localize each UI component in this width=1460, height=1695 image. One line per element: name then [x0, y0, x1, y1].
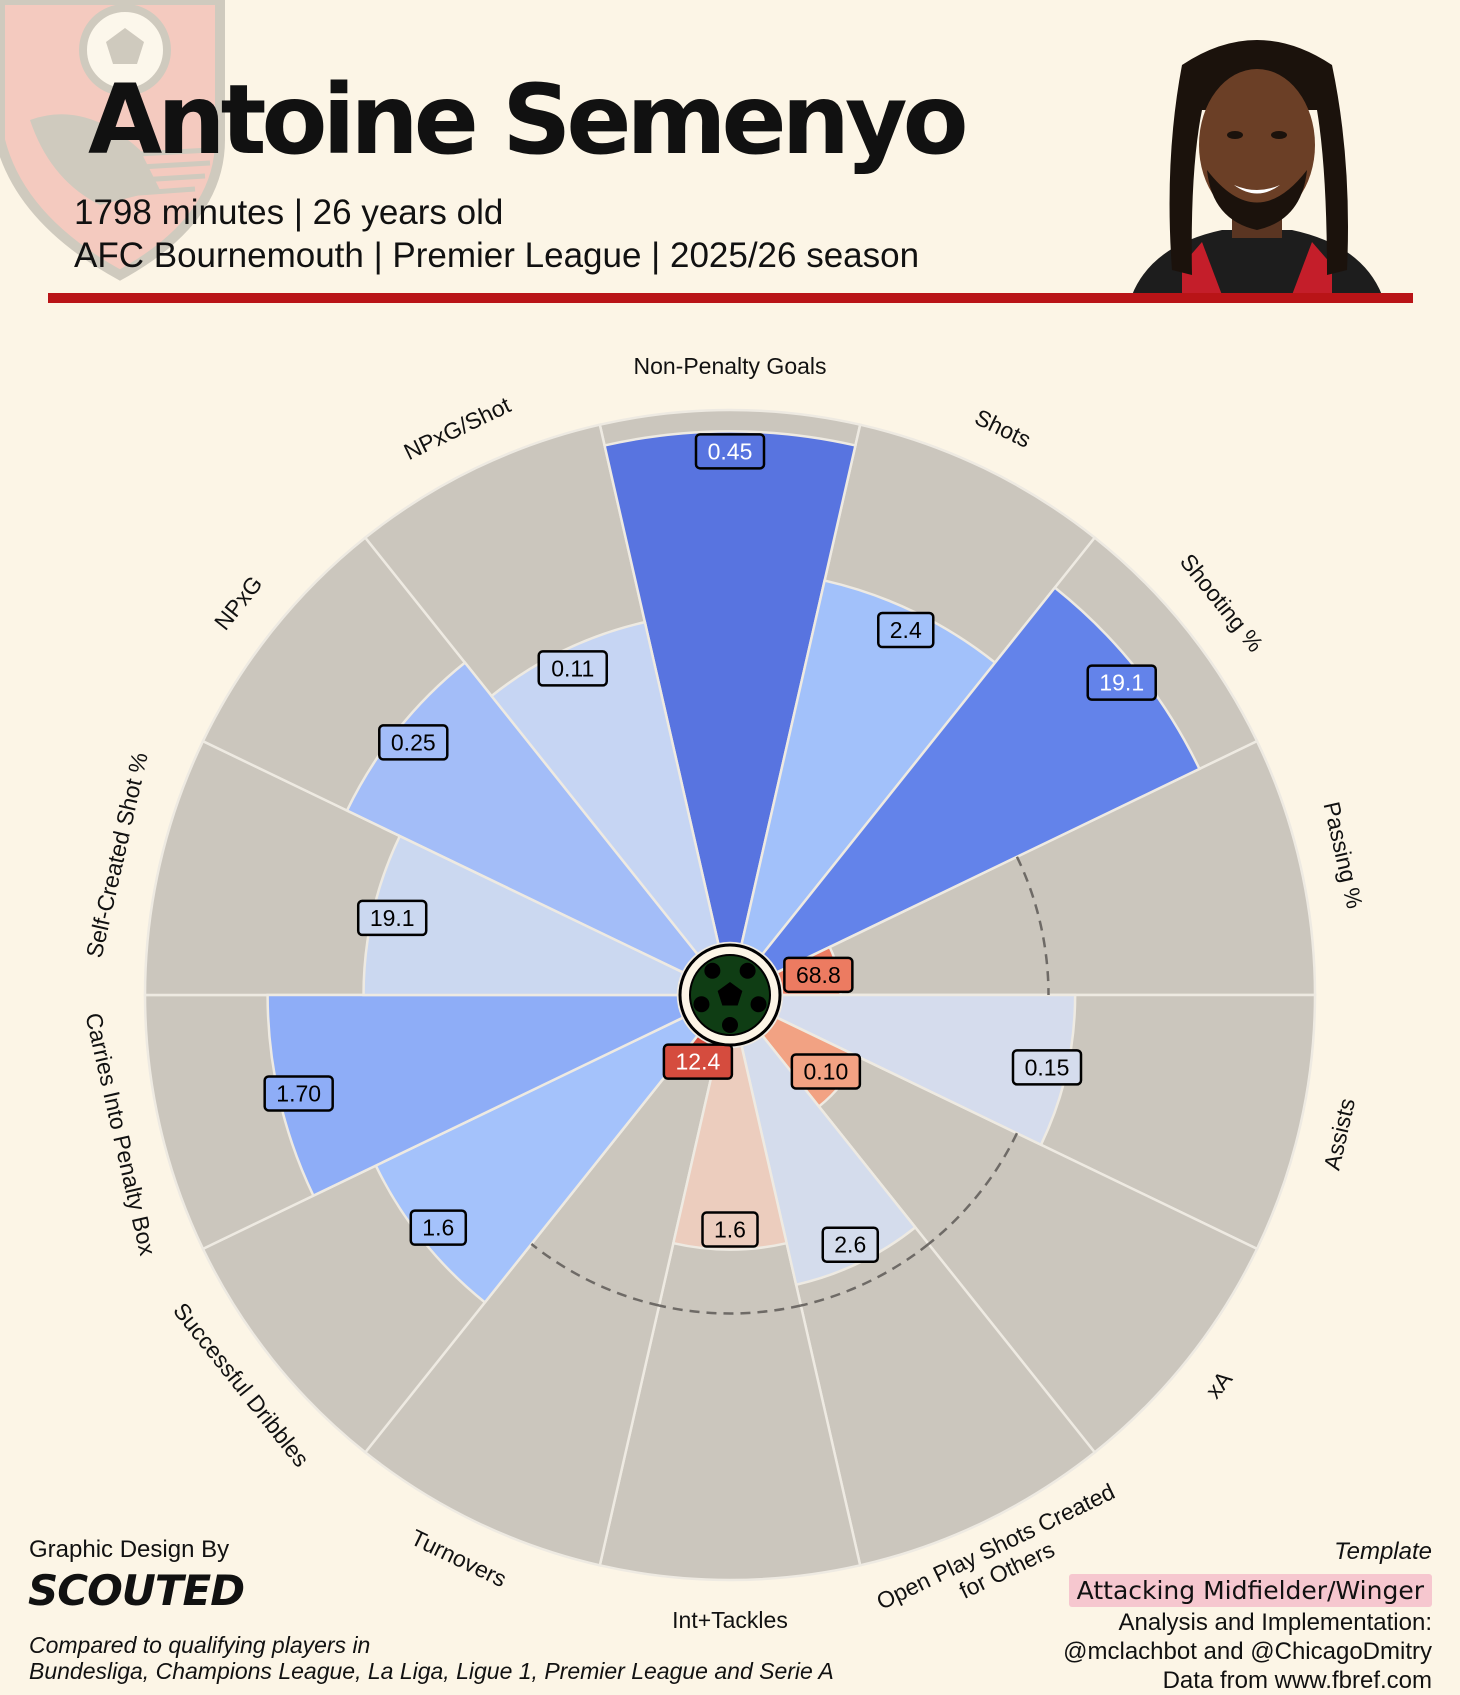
- value-label: 1.6: [409, 1209, 468, 1246]
- club-crest-icon: [0, 0, 225, 281]
- analysis-authors: @mclachbot and @ChicagoDmitry: [1063, 1637, 1432, 1665]
- metric-label: Passing %: [1318, 799, 1368, 911]
- metric-label: Self-Created Shot %: [81, 750, 153, 960]
- slice-bar: [775, 993, 1077, 1147]
- metric-label: NPxG: [209, 571, 268, 635]
- value-text: 2.6: [834, 1232, 866, 1258]
- value-label: 0.11: [537, 650, 608, 687]
- value-text: 2.4: [890, 617, 922, 643]
- scouted-logo: SCOUTED: [28, 1566, 245, 1615]
- value-label: 19.1: [1086, 664, 1157, 701]
- value-label: 68.8: [783, 956, 854, 994]
- value-label: 0.15: [1011, 1049, 1083, 1086]
- value-text: 0.15: [1025, 1054, 1070, 1080]
- value-label: 19.1: [356, 899, 428, 937]
- reference-arc: [1015, 856, 1050, 996]
- value-text: 1.70: [276, 1080, 321, 1106]
- value-text: 68.8: [796, 962, 841, 988]
- value-text: 0.25: [391, 729, 436, 755]
- value-text: 1.6: [422, 1215, 454, 1241]
- value-label: 0.25: [378, 724, 449, 761]
- data-source: Data from www.fbref.com: [1162, 1666, 1432, 1694]
- value-label: 2.4: [877, 611, 935, 649]
- value-label: 1.6: [701, 1211, 759, 1248]
- value-text: 0.45: [708, 438, 753, 464]
- player-minutes-age: 1798 minutes | 26 years old: [74, 193, 504, 232]
- comparison-line-1: Compared to qualifying players in: [29, 1632, 371, 1658]
- slice-bar: [362, 834, 685, 997]
- value-text: 19.1: [370, 905, 415, 931]
- slice-bar: [603, 430, 857, 946]
- value-label: 1.70: [263, 1075, 334, 1112]
- metric-label: xA: [1200, 1366, 1237, 1404]
- value-label: 0.45: [694, 433, 766, 470]
- value-text: 1.6: [714, 1217, 746, 1243]
- metric-label: Int+Tackles: [672, 1607, 788, 1633]
- comparison-line-2: Bundesliga, Champions League, La Liga, L…: [29, 1658, 834, 1685]
- template-badge: Attacking Midfielder/Winger: [1068, 1574, 1432, 1607]
- metric-label: Assists: [1319, 1096, 1361, 1173]
- slice-bar: [266, 993, 685, 1198]
- template-label: Template: [1334, 1538, 1432, 1565]
- value-text: 0.11: [551, 655, 594, 681]
- footer-credits: Template Attacking Midfielder/Winger Ana…: [1063, 1538, 1432, 1695]
- metric-label: Shots: [971, 404, 1035, 453]
- reference-arc: [658, 1304, 802, 1315]
- slice-bar: [740, 1033, 918, 1287]
- analysis-credit: Analysis and Implementation:: [1118, 1609, 1433, 1636]
- reference-arc: [800, 1243, 930, 1307]
- value-text: 0.10: [803, 1058, 848, 1084]
- value-label: 2.6: [821, 1226, 880, 1263]
- player-name-title: Antoine Semenyo: [88, 64, 969, 176]
- reference-arc: [927, 1132, 1019, 1245]
- slice-bar: [740, 579, 997, 957]
- value-text: 12.4: [676, 1049, 721, 1075]
- reference-arc: [530, 1243, 660, 1307]
- value-label: 12.4: [662, 1043, 734, 1080]
- value-label: 0.10: [790, 1053, 862, 1090]
- metric-label: NPxG/Shot: [400, 391, 515, 465]
- design-credit: Graphic Design By: [29, 1536, 230, 1563]
- player-club-league-season: AFC Bournemouth | Premier League | 2025/…: [74, 236, 920, 275]
- header-divider: [48, 293, 1413, 303]
- player-photo: [1132, 40, 1382, 295]
- comparison-note: Compared to qualifying players in Bundes…: [29, 1632, 834, 1685]
- metric-label: Non-Penalty Goals: [633, 353, 826, 379]
- metric-label: Turnovers: [407, 1524, 511, 1592]
- football-icon: [678, 943, 782, 1047]
- slice-bar: [489, 620, 720, 957]
- value-text: 19.1: [1099, 670, 1144, 696]
